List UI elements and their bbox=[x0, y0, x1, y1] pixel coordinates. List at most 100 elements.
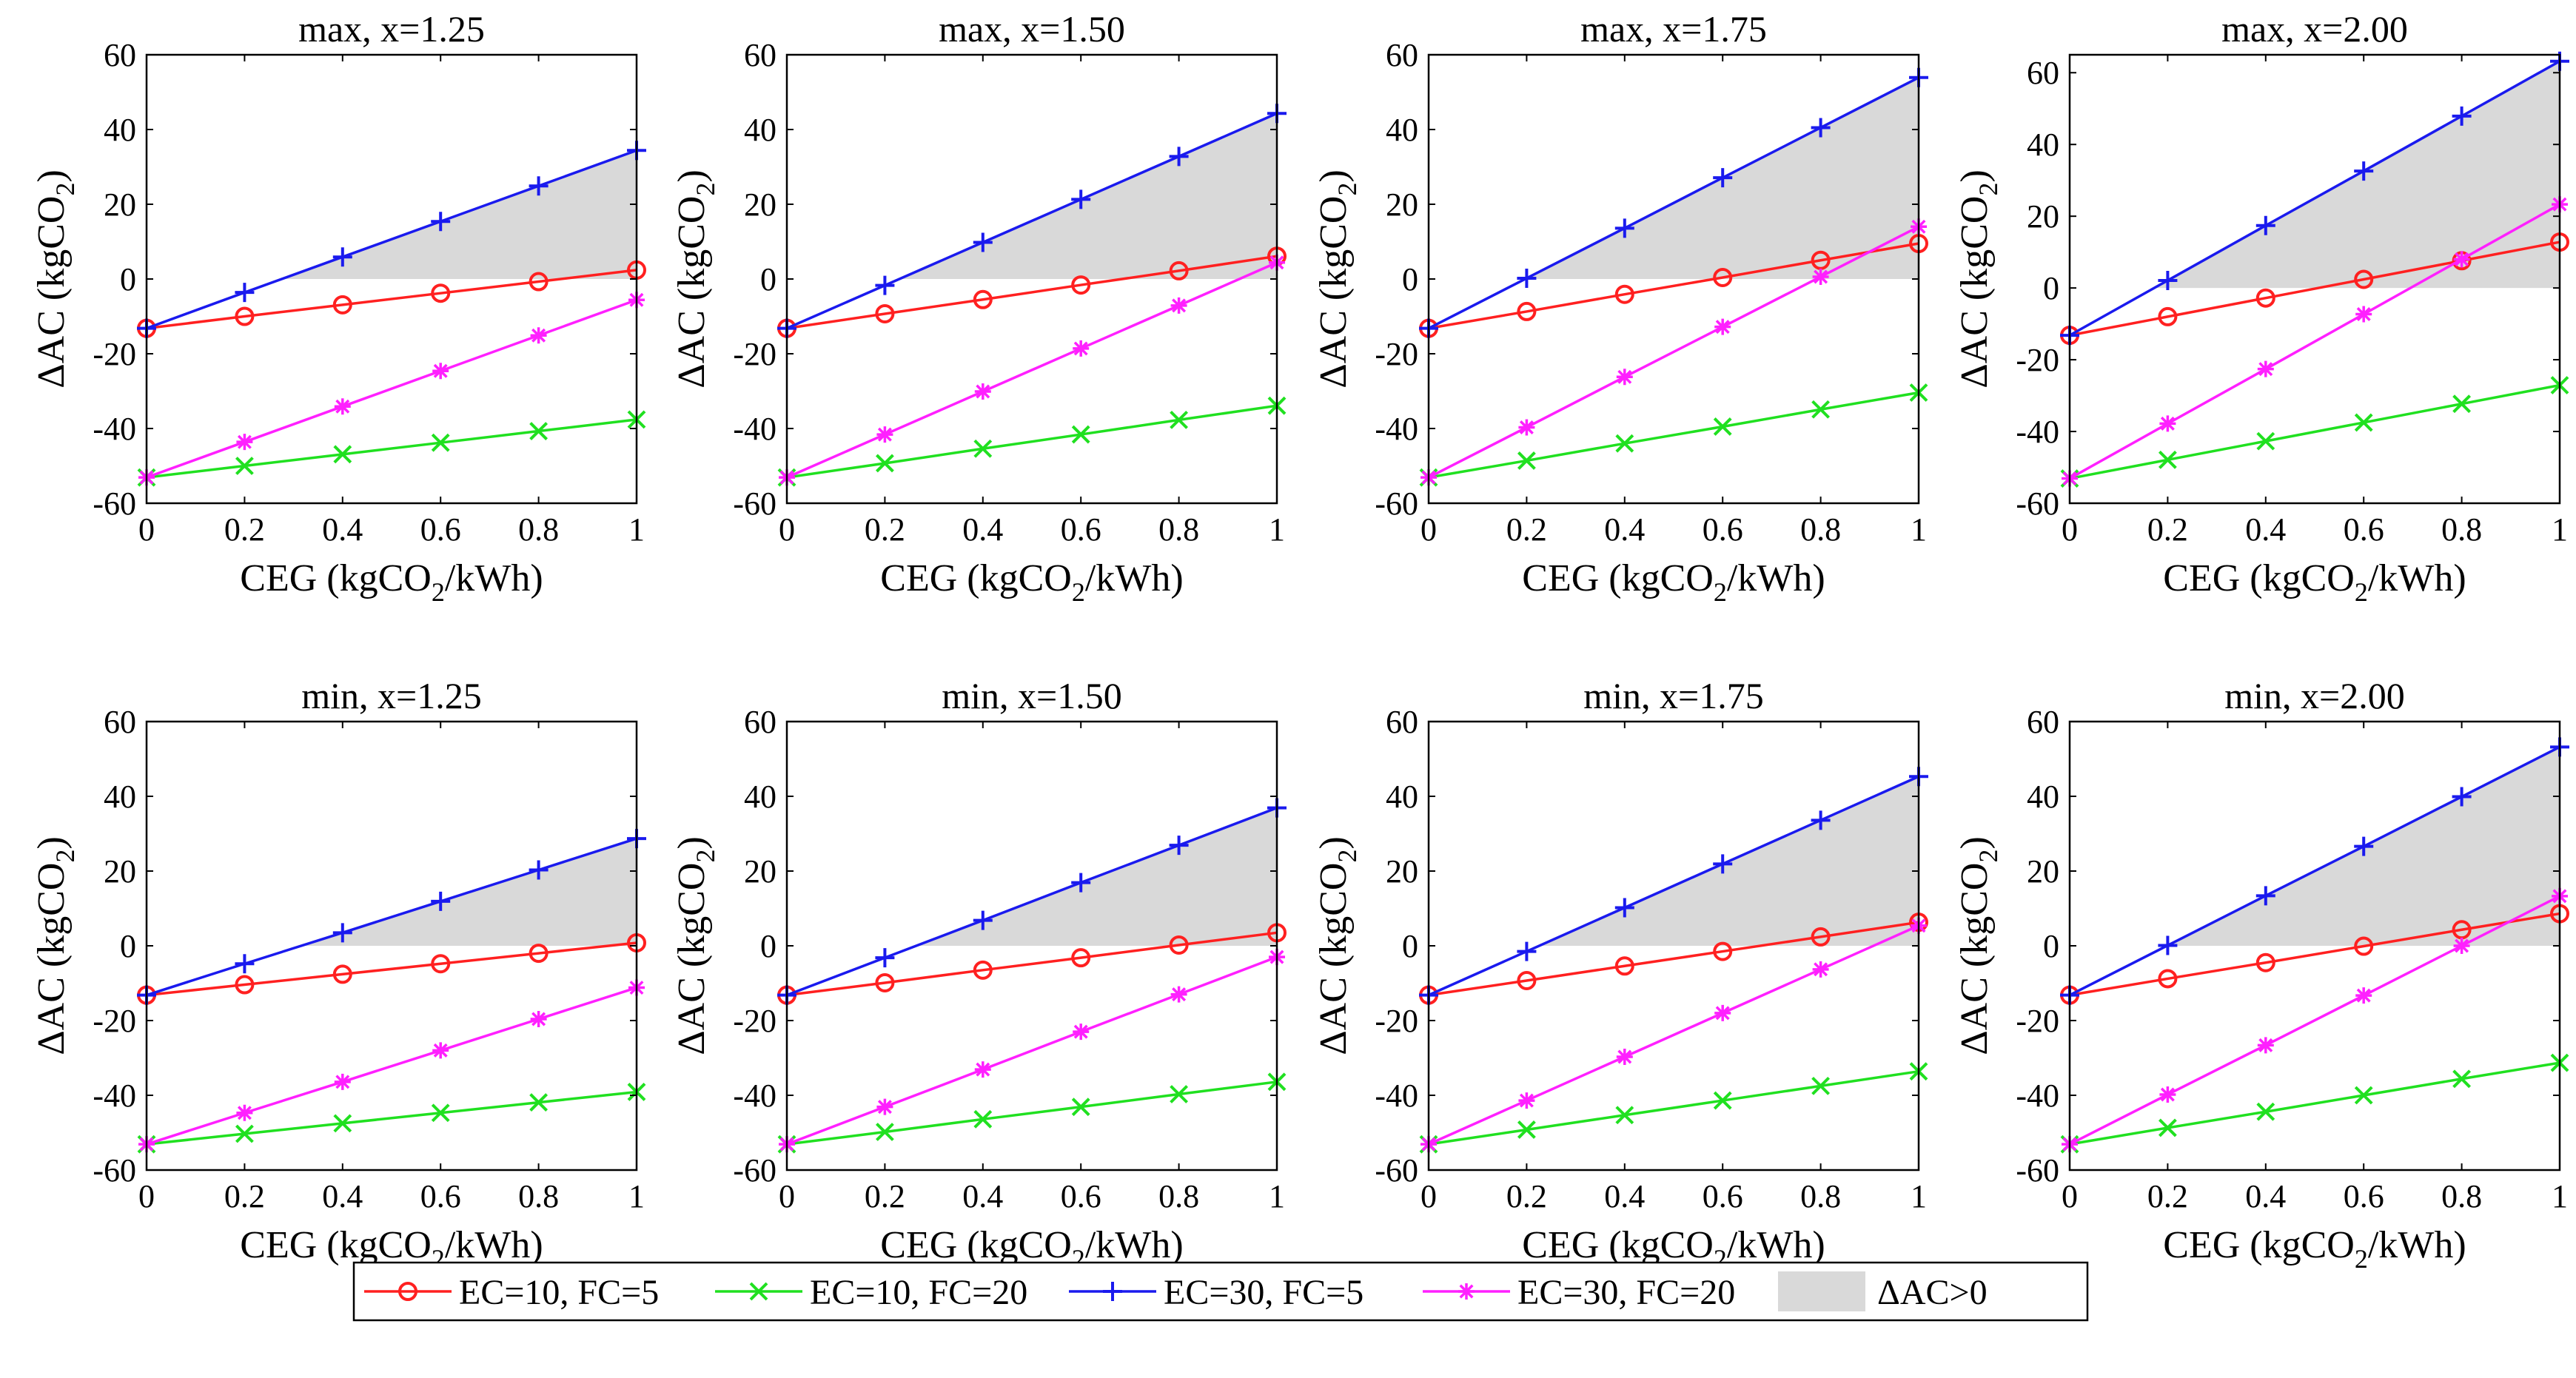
point-ec30fc20 bbox=[1518, 1092, 1535, 1109]
x-axis-label-main: CEG (kgCO bbox=[240, 557, 432, 599]
y-tick-label: -40 bbox=[2016, 1078, 2059, 1114]
point-ec10fc20 bbox=[2354, 1086, 2373, 1105]
point-ec10fc20 bbox=[333, 1114, 352, 1133]
y-tick-label: 0 bbox=[120, 928, 136, 964]
panel-1: 0 0.2 0.4 0.6 0.8 1 -60 -40 -20 0 20 40 60 max, x=1.2… bbox=[30, 8, 646, 607]
y-axis-label-tail: ) bbox=[1312, 169, 1355, 182]
x-axis-label-subscript: 2 bbox=[2355, 577, 2368, 607]
y-tick-label: 60 bbox=[1386, 37, 1418, 73]
y-axis-label-tail: ) bbox=[1953, 169, 1996, 182]
y-tick-label: 20 bbox=[104, 186, 136, 223]
y-tick-label: -20 bbox=[1375, 336, 1418, 372]
series-line-ec10fc5 bbox=[1428, 921, 1919, 997]
point-ec10fc20 bbox=[1615, 1106, 1634, 1125]
y-tick-label: 40 bbox=[2027, 779, 2059, 815]
x-tick-label: 0 bbox=[1421, 511, 1437, 548]
y-tick-label: -20 bbox=[733, 1003, 777, 1039]
x-axis-label-tail: /kWh) bbox=[1085, 1224, 1184, 1266]
point-ec30fc20 bbox=[334, 398, 351, 415]
point-ec30fc20 bbox=[1812, 268, 1829, 285]
x-tick-label: 0.6 bbox=[420, 511, 461, 548]
y-tick-label: 0 bbox=[1402, 928, 1418, 964]
legend-entry-ec30fc5: EC=30, FC=5 bbox=[1069, 1273, 1364, 1312]
point-ec10fc20 bbox=[2452, 394, 2472, 414]
point-ec10fc20 bbox=[431, 1103, 450, 1123]
point-ec30fc20 bbox=[1073, 340, 1090, 357]
x-tick-label: 0.4 bbox=[962, 1178, 1003, 1214]
point-ec10fc5 bbox=[2158, 969, 2178, 989]
panel-title: max, x=1.75 bbox=[1580, 8, 1767, 50]
x-tick-label: 1 bbox=[2552, 511, 2568, 548]
legend-swatch-marker bbox=[1458, 1283, 1475, 1300]
point-ec30fc5 bbox=[529, 176, 549, 196]
point-ec30fc20 bbox=[2159, 1086, 2176, 1103]
point-ec10fc5 bbox=[235, 306, 255, 326]
y-axis-label-main: ΔAC (kgCO bbox=[1312, 863, 1355, 1055]
point-ec30fc20 bbox=[236, 1104, 253, 1121]
point-ec10fc20 bbox=[2256, 431, 2275, 451]
series-line-ec30fc5 bbox=[146, 149, 637, 330]
y-axis-label-tail: ) bbox=[1953, 836, 1996, 849]
y-tick-label: -40 bbox=[93, 411, 136, 447]
x-tick-label: 0.2 bbox=[1506, 511, 1547, 548]
y-tick-label: 20 bbox=[744, 853, 777, 890]
y-axis-label: ΔAC (kgCO2) bbox=[30, 836, 80, 1055]
series-line-ec10fc20 bbox=[2069, 383, 2560, 480]
x-axis-label-main: CEG (kgCO bbox=[2163, 557, 2355, 599]
x-tick-label: 0.8 bbox=[2441, 1178, 2482, 1214]
y-axis-label-subscript: 2 bbox=[691, 183, 720, 196]
y-tick-label: -60 bbox=[2016, 485, 2059, 522]
series-line-ec30fc20 bbox=[1428, 924, 1919, 1146]
point-ec30fc20 bbox=[1714, 318, 1731, 335]
point-ec30fc5 bbox=[1614, 898, 1634, 918]
point-ec30fc20 bbox=[2257, 1037, 2274, 1054]
point-ec30fc5 bbox=[1614, 218, 1634, 238]
panel-3: 0 0.2 0.4 0.6 0.8 1 -60 -40 -20 0 20 40 60 max, x=1.7… bbox=[1312, 8, 1928, 607]
point-ec10fc5 bbox=[1517, 301, 1537, 321]
series-line-ec30fc5 bbox=[786, 112, 1278, 330]
y-axis-label-subscript: 2 bbox=[1332, 850, 1362, 863]
x-axis-label-tail: /kWh) bbox=[1727, 1224, 1825, 1266]
point-ec30fc20 bbox=[530, 1010, 547, 1027]
y-axis-label: ΔAC (kgCO2) bbox=[1953, 836, 2003, 1055]
y-tick-label: -40 bbox=[1375, 411, 1418, 447]
point-ec10fc5 bbox=[1713, 267, 1733, 287]
y-tick-label: -40 bbox=[1375, 1078, 1418, 1114]
point-ec10fc5 bbox=[1517, 970, 1537, 990]
y-tick-label: 60 bbox=[1386, 704, 1418, 740]
y-axis-label-main: ΔAC (kgCO bbox=[671, 863, 713, 1055]
y-axis-label-tail: ) bbox=[30, 169, 73, 182]
x-axis-label-main: CEG (kgCO bbox=[880, 1224, 1072, 1266]
x-tick-label: 1 bbox=[2552, 1178, 2568, 1214]
legend-label: EC=10, FC=20 bbox=[810, 1273, 1027, 1312]
y-tick-label: -40 bbox=[733, 1078, 777, 1114]
x-tick-label: 0.4 bbox=[2245, 1178, 2286, 1214]
point-ec30fc5 bbox=[1713, 854, 1733, 874]
y-axis-label: ΔAC (kgCO2) bbox=[1312, 836, 1362, 1055]
series-line-ec10fc5 bbox=[146, 269, 637, 330]
y-tick-label: -40 bbox=[2016, 414, 2059, 450]
x-tick-label: 0 bbox=[779, 1178, 795, 1214]
point-ec10fc5 bbox=[2354, 269, 2374, 289]
x-tick-label: 0.2 bbox=[865, 1178, 905, 1214]
y-axis-label: ΔAC (kgCO2) bbox=[1312, 169, 1362, 389]
point-ec30fc5 bbox=[875, 948, 895, 968]
y-tick-label: 20 bbox=[744, 186, 777, 223]
x-axis-label-tail: /kWh) bbox=[2368, 1224, 2466, 1266]
point-ec10fc5 bbox=[1614, 956, 1634, 976]
y-axis-label-main: ΔAC (kgCO bbox=[30, 863, 73, 1055]
point-ec10fc20 bbox=[2158, 450, 2177, 469]
y-tick-label: -60 bbox=[733, 485, 777, 522]
series-line-ec10fc5 bbox=[146, 941, 637, 997]
point-ec30fc5 bbox=[1517, 268, 1537, 288]
point-ec30fc20 bbox=[1170, 986, 1187, 1003]
positive-region-shade bbox=[1539, 776, 1919, 946]
series-line-ec30fc5 bbox=[2069, 60, 2560, 337]
panel-title: max, x=1.50 bbox=[939, 8, 1125, 50]
point-ec30fc5 bbox=[1713, 168, 1733, 188]
series-line-ec30fc5 bbox=[2069, 745, 2560, 997]
y-tick-label: 40 bbox=[2027, 127, 2059, 163]
y-tick-label: 40 bbox=[104, 779, 136, 815]
point-ec30fc20 bbox=[1812, 961, 1829, 978]
x-axis-label-subscript: 2 bbox=[1072, 577, 1085, 607]
